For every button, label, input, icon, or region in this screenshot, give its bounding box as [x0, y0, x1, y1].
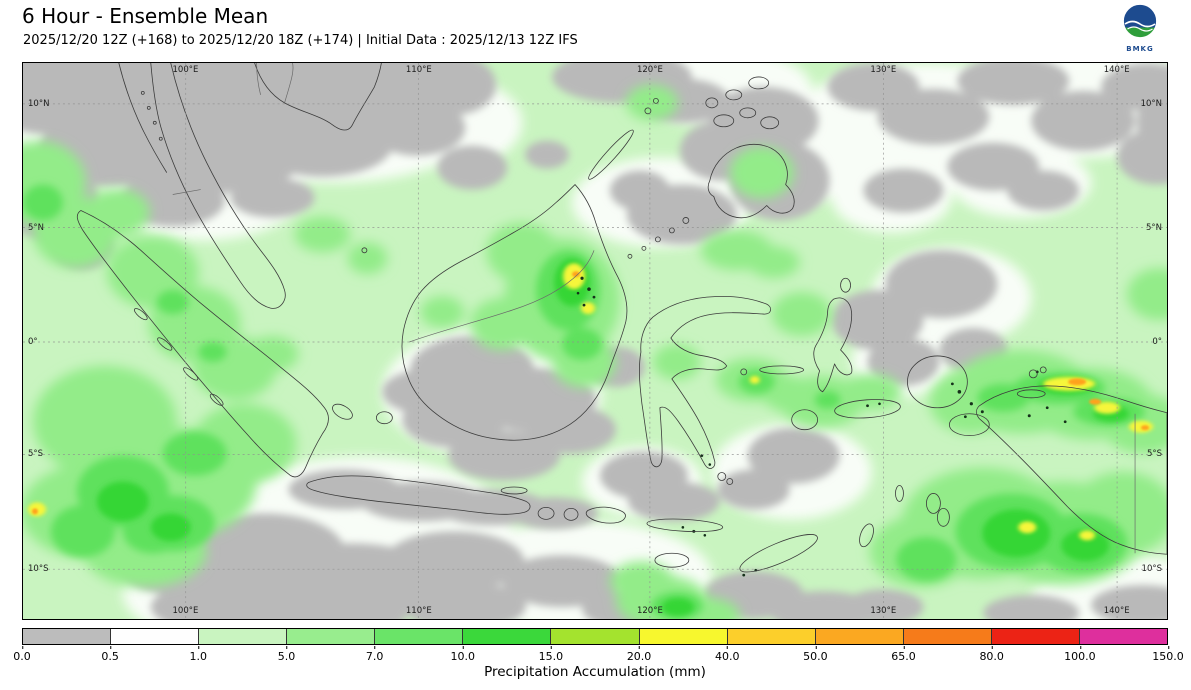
colorbar-segment	[287, 629, 376, 644]
colorbar-segment	[375, 629, 464, 644]
colorbar-tick-label: 40.0	[715, 646, 739, 663]
colorbar-tick-label: 5.0	[278, 646, 295, 663]
coast-birds-head	[907, 355, 968, 409]
coast-malay-peninsula	[150, 63, 286, 309]
colorbar-segment	[815, 629, 904, 644]
precip-speck-layer	[576, 276, 1067, 577]
colorbar-segment	[551, 629, 640, 644]
coast-mindanao	[707, 143, 795, 219]
coast-java	[306, 475, 531, 515]
colorbar-tick-label: 20.0	[627, 646, 651, 663]
coast-myanmar	[118, 63, 168, 173]
colorbar-tick-label: 65.0	[891, 646, 916, 663]
colorbar-tick-label: 50.0	[803, 646, 828, 663]
colorbar-segment	[199, 629, 288, 644]
colorbar-segment	[463, 629, 552, 644]
bmkg-logo: BMKG	[1114, 2, 1166, 53]
coast-indochina	[254, 63, 382, 131]
colorbar-tick-label: 0.0	[13, 646, 31, 663]
colorbar-tick-label: 15.0	[539, 646, 563, 663]
colorbar-segments	[22, 628, 1168, 645]
colorbar-tick-label: 7.0	[366, 646, 383, 663]
precipitation-map	[23, 63, 1167, 619]
page-title: 6 Hour - Ensemble Mean	[22, 4, 269, 28]
colorbar-tick-label: 0.5	[101, 646, 119, 663]
coast-borneo	[401, 184, 628, 441]
coast-halmahera	[813, 297, 853, 393]
bmkg-logo-icon	[1123, 4, 1157, 38]
colorbar-segment	[991, 629, 1080, 644]
colorbar-tick-label: 10.0	[451, 646, 475, 663]
forecast-period-subtitle: 2025/12/20 12Z (+168) to 2025/12/20 18Z …	[23, 33, 578, 48]
colorbar-tick-label: 80.0	[979, 646, 1004, 663]
colorbar-tick-label: 150.0	[1152, 646, 1184, 663]
colorbar-tick-label: 1.0	[190, 646, 207, 663]
colorbar-tick-label: 100.0	[1064, 646, 1096, 663]
coastlines	[76, 63, 1167, 573]
colorbar-segment	[111, 629, 200, 644]
colorbar-segment	[639, 629, 728, 644]
colorbar-segment	[727, 629, 816, 644]
precip-orange-layer	[31, 271, 1150, 515]
colorbar-segment	[23, 629, 112, 644]
coast-sulawesi	[638, 296, 771, 469]
coast-papua	[975, 385, 1167, 555]
colorbar-label: Precipitation Accumulation (mm)	[484, 664, 706, 680]
map-canvas: 100°E 100°E 110°E 110°E 120°E 120°E 130°E 130°E…	[22, 62, 1168, 620]
colorbar-segment	[903, 629, 992, 644]
country-borders	[172, 63, 1136, 554]
coast-sumatra	[76, 210, 329, 478]
colorbar-segment	[1079, 629, 1168, 644]
colorbar-ticks: 0.0 0.5 1.0 5.0 7.0 10.0 15.0 20.0 40.0 50.0 65.0 8…	[13, 646, 1184, 663]
bmkg-logo-text: BMKG	[1126, 45, 1154, 53]
